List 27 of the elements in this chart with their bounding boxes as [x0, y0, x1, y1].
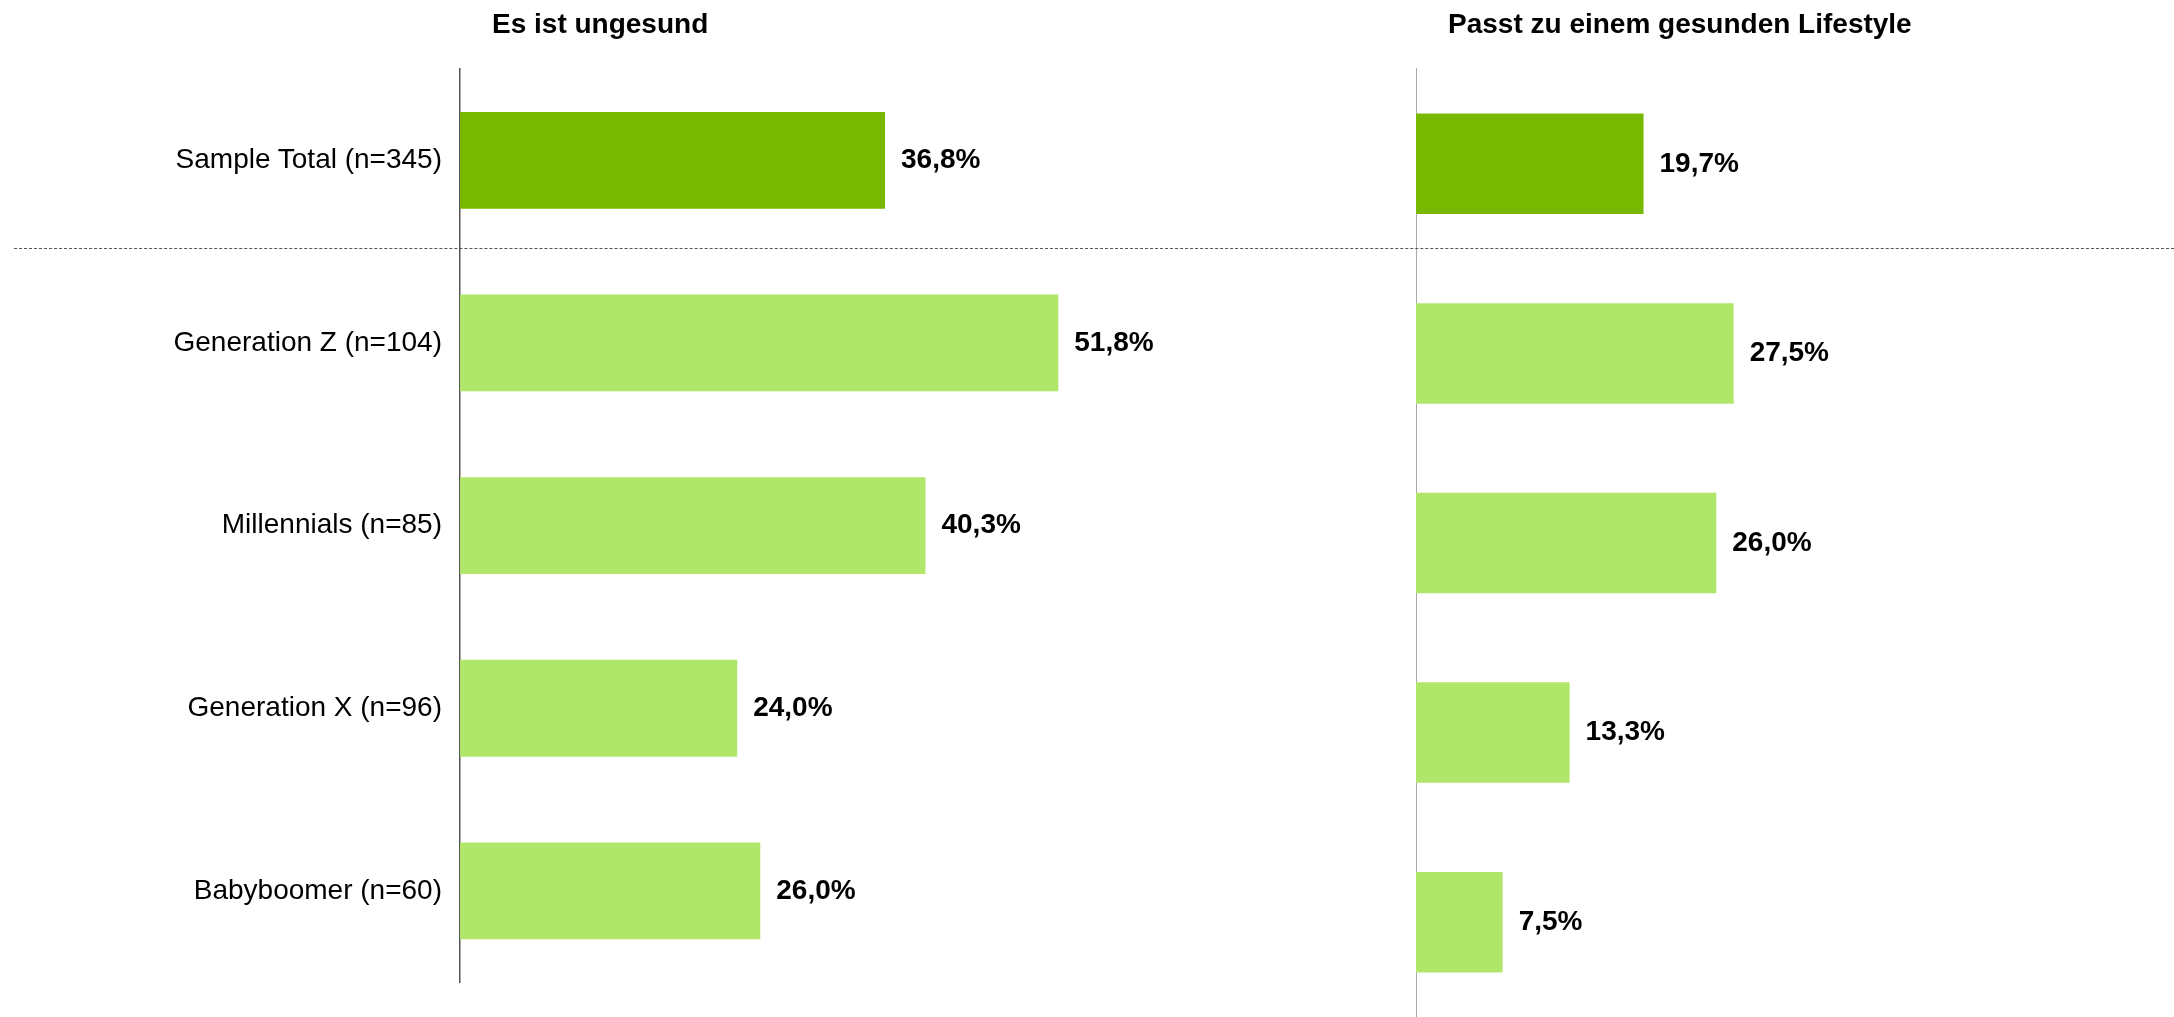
y-tick-label: Babyboomer (n=60): [193, 873, 442, 905]
data-label: 27,5%: [1749, 336, 1830, 368]
data-label: 19,7%: [1659, 146, 1740, 178]
bar: [460, 659, 738, 757]
bar: [460, 477, 926, 574]
y-tick-label: Generation Z (n=104): [173, 325, 442, 357]
data-label: 51,8%: [1074, 325, 1154, 357]
bar: [1416, 303, 1734, 404]
data-label: 7,5%: [1518, 904, 1583, 936]
y-tick-label: Generation X (n=96): [187, 690, 442, 722]
bar: [460, 842, 761, 940]
bar: [1416, 492, 1717, 594]
chart-title: Es ist ungesund: [492, 7, 709, 39]
bar: [460, 111, 886, 209]
data-label: 40,3%: [941, 508, 1021, 540]
bar: [1416, 113, 1644, 215]
data-label: 13,3%: [1585, 715, 1666, 747]
bar: [1416, 682, 1570, 783]
y-tick-label: Sample Total (n=345): [175, 143, 442, 175]
data-label: 26,0%: [1732, 525, 1812, 557]
chart-title: Passt zu einem gesunden Lifestyle: [1448, 7, 1912, 39]
data-label: 26,0%: [776, 873, 856, 905]
bar: [460, 294, 1059, 392]
data-label: 36,8%: [901, 143, 981, 175]
bar: [1416, 871, 1503, 973]
data-label: 24,0%: [753, 690, 833, 722]
y-tick-label: Millennials (n=85): [221, 508, 442, 540]
